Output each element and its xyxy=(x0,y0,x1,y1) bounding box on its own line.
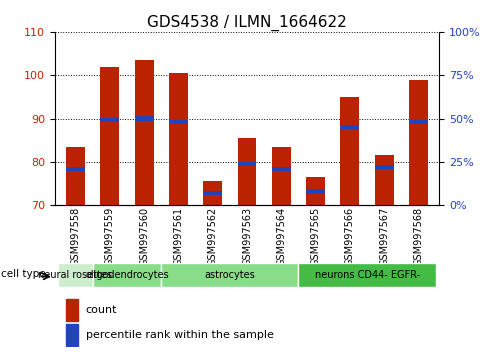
Bar xyxy=(203,191,222,195)
Bar xyxy=(66,167,85,171)
Bar xyxy=(298,263,436,287)
Bar xyxy=(340,125,359,130)
Bar xyxy=(58,263,93,287)
Bar xyxy=(272,167,291,171)
Bar xyxy=(375,165,394,169)
Bar xyxy=(306,177,325,205)
Bar xyxy=(135,60,154,205)
Bar xyxy=(272,147,291,205)
Bar xyxy=(93,263,161,287)
Text: astrocytes: astrocytes xyxy=(205,270,255,280)
Title: GDS4538 / ILMN_1664622: GDS4538 / ILMN_1664622 xyxy=(147,14,347,30)
Bar xyxy=(306,189,325,194)
Bar xyxy=(100,67,119,205)
Text: cell type: cell type xyxy=(1,269,46,279)
Bar xyxy=(169,120,188,124)
Text: percentile rank within the sample: percentile rank within the sample xyxy=(86,330,273,339)
Bar xyxy=(409,80,428,205)
Bar xyxy=(100,118,119,122)
Text: neurons CD44- EGFR-: neurons CD44- EGFR- xyxy=(314,270,420,280)
Text: neural rosettes: neural rosettes xyxy=(38,270,112,280)
Text: count: count xyxy=(86,305,117,315)
Bar xyxy=(66,324,78,346)
Bar xyxy=(203,182,222,205)
Text: oligodendrocytes: oligodendrocytes xyxy=(85,270,169,280)
Bar xyxy=(135,116,154,121)
Bar xyxy=(238,138,256,205)
Bar xyxy=(161,263,298,287)
Bar xyxy=(238,161,256,166)
Bar xyxy=(340,97,359,205)
Bar xyxy=(409,120,428,124)
Bar xyxy=(66,147,85,205)
Bar xyxy=(66,299,78,321)
Bar xyxy=(169,73,188,205)
Bar xyxy=(375,155,394,205)
